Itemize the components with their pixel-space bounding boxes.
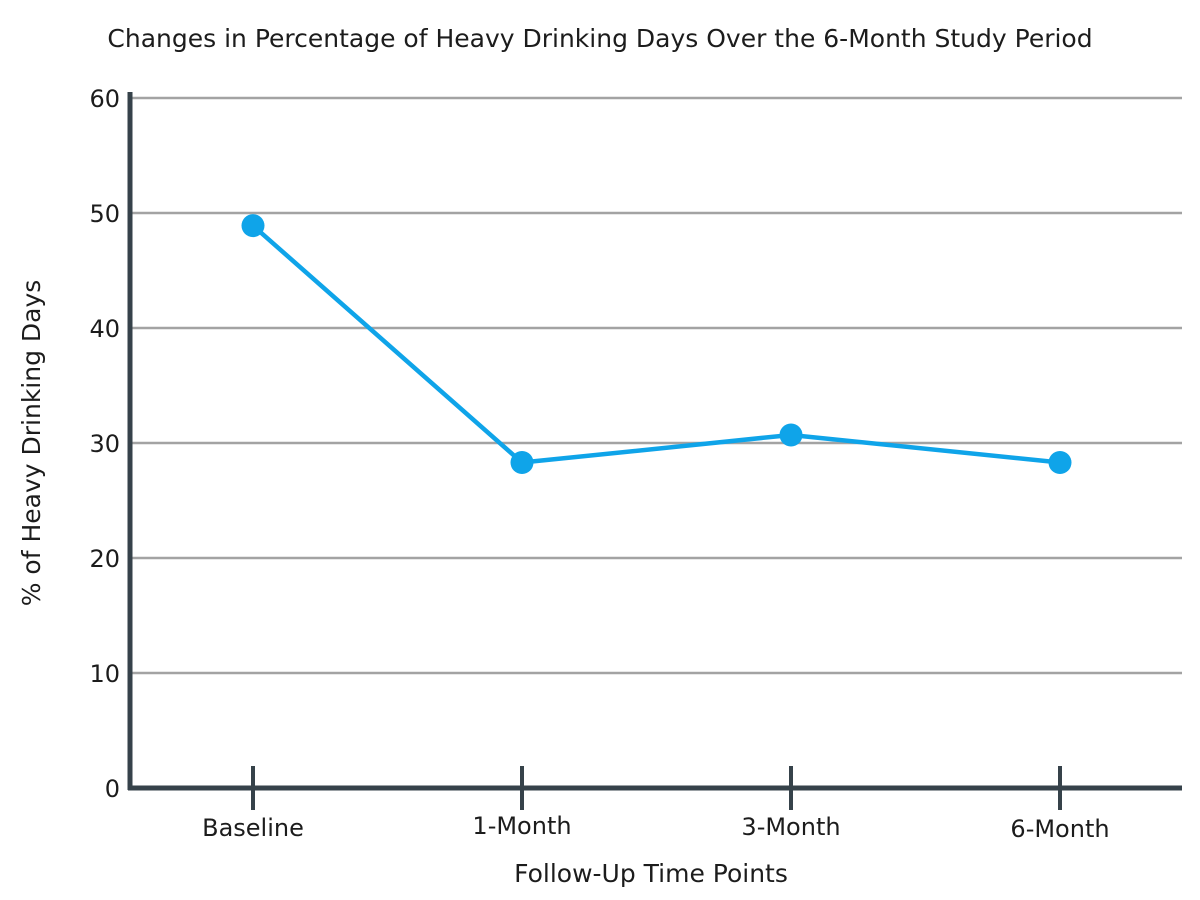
data-point: [241, 214, 265, 238]
y-tick-label: 20: [89, 545, 120, 573]
series-line: [250, 223, 1063, 465]
x-tick-label: 1-Month: [472, 812, 571, 840]
data-point: [1048, 451, 1072, 475]
chart-title: Changes in Percentage of Heavy Drinking …: [107, 24, 1092, 53]
x-tick-label: Baseline: [202, 814, 304, 842]
y-tick-label: 60: [89, 85, 120, 113]
data-point: [779, 423, 803, 447]
axes: [127, 92, 1182, 791]
x-tick-label: 3-Month: [741, 813, 840, 841]
y-tick-label: 10: [89, 660, 120, 688]
x-axis-label: Follow-Up Time Points: [514, 859, 788, 888]
y-tick-label: 50: [89, 200, 120, 228]
y-tick-label: 30: [89, 430, 120, 458]
data-point: [510, 451, 534, 475]
gridlines: [130, 96, 1182, 675]
series-plot: [241, 214, 1072, 475]
y-axis-ticks: 0 10 20 30 40 50 60: [89, 85, 120, 803]
y-tick-label: 0: [105, 775, 120, 803]
x-axis-ticks: Baseline 1-Month 3-Month 6-Month: [202, 766, 1110, 843]
y-axis-label: % of Heavy Drinking Days: [17, 280, 46, 607]
x-tick-label: 6-Month: [1010, 815, 1109, 843]
y-tick-label: 40: [89, 315, 120, 343]
